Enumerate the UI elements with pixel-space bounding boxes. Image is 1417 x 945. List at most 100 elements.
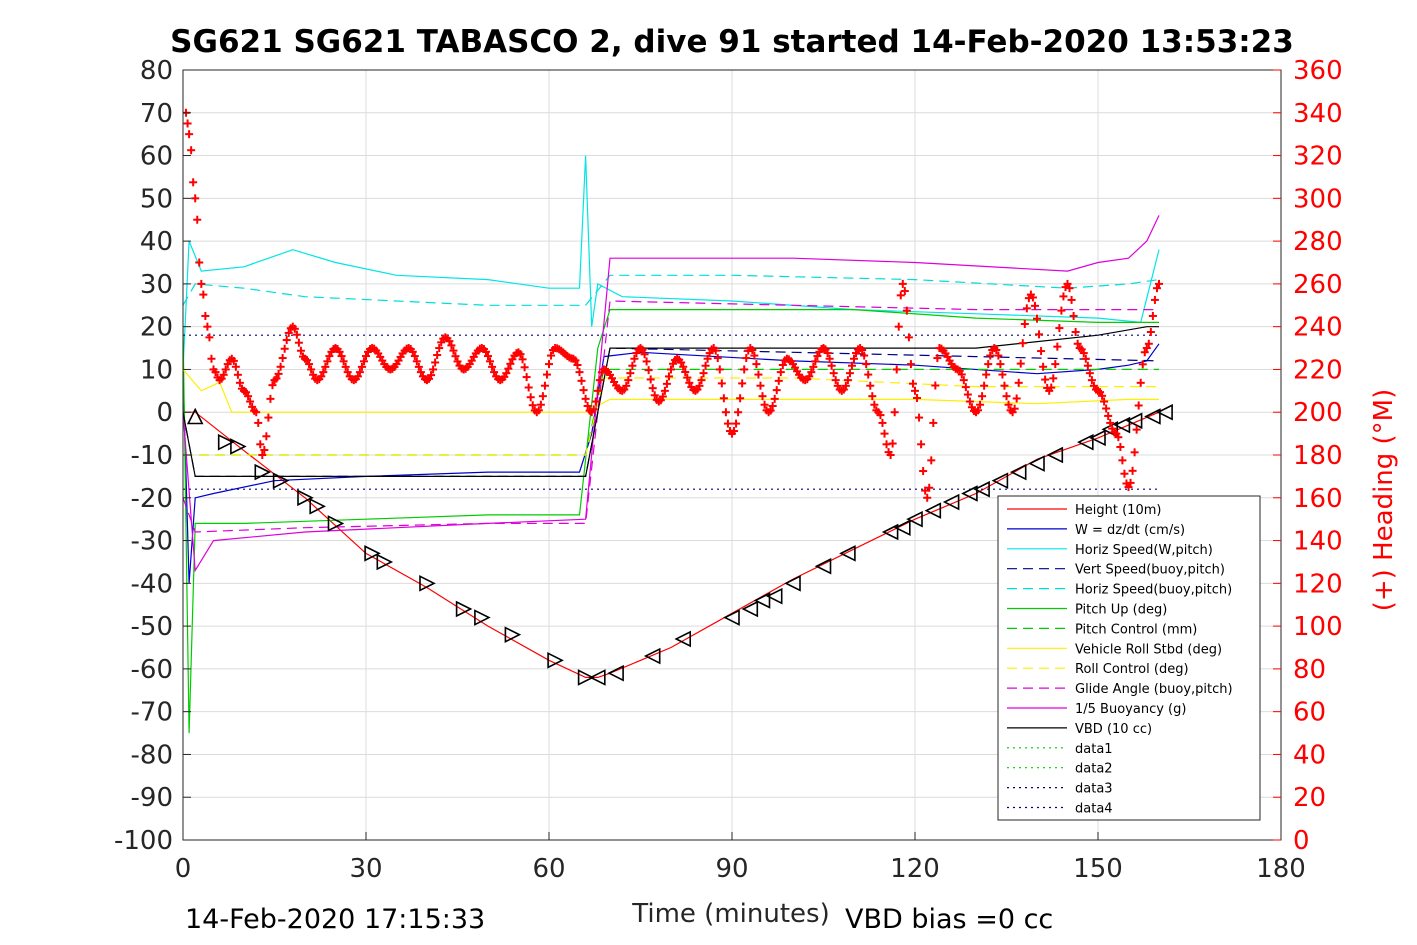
heading-marker <box>1079 349 1088 358</box>
y-tick-label: 0 <box>156 398 173 428</box>
heading-marker <box>717 379 726 388</box>
heading-marker <box>750 351 759 360</box>
heading-marker <box>980 381 989 390</box>
depth-marker <box>297 489 314 507</box>
heading-marker <box>1102 404 1111 413</box>
heading-marker <box>591 397 600 406</box>
heading-marker <box>486 357 495 366</box>
heading-marker <box>740 365 749 374</box>
heading-marker <box>481 347 490 356</box>
heading-marker <box>628 361 637 370</box>
heading-marker <box>343 368 352 377</box>
depth-marker <box>674 630 691 648</box>
heading-marker <box>713 354 722 363</box>
heading-marker <box>809 362 818 371</box>
legend-entry: W = dz/dt (cm/s) <box>1075 523 1185 538</box>
heading-marker <box>831 376 840 385</box>
heading-marker <box>305 360 314 369</box>
right-tick-label: 40 <box>1293 740 1326 770</box>
depth-marker <box>1028 455 1045 472</box>
heading-marker <box>876 411 885 420</box>
heading-marker <box>325 352 334 361</box>
depth-marker <box>643 647 661 665</box>
heading-marker <box>1140 348 1149 357</box>
heading-marker <box>896 291 905 300</box>
heading-marker <box>730 427 739 436</box>
heading-marker <box>429 365 438 374</box>
heading-marker <box>211 368 220 377</box>
right-tick-label: 260 <box>1293 270 1343 300</box>
series-line-7 <box>183 369 1159 413</box>
heading-marker <box>1100 397 1109 406</box>
right-tick-label: 340 <box>1293 99 1343 129</box>
heading-marker <box>957 370 966 379</box>
heading-marker <box>1116 442 1125 451</box>
heading-marker <box>847 361 856 370</box>
depth-marker <box>839 545 856 562</box>
legend-entry: data3 <box>1075 782 1113 797</box>
heading-marker <box>982 370 991 379</box>
depth-marker <box>991 472 1009 489</box>
right-tick-label: 320 <box>1293 142 1343 172</box>
heading-marker <box>915 413 924 422</box>
heading-marker <box>1142 344 1151 353</box>
heading-marker <box>825 354 834 363</box>
heading-marker <box>528 401 537 410</box>
heading-marker <box>274 369 283 378</box>
heading-marker <box>630 354 639 363</box>
legend-entry: Horiz Speed(W,pitch) <box>1075 543 1213 558</box>
legend-entry: Horiz Speed(buoy,pitch) <box>1075 583 1232 598</box>
y-tick-label: 40 <box>140 227 173 257</box>
depth-marker <box>1009 463 1027 481</box>
heading-marker <box>921 486 930 495</box>
heading-marker <box>701 361 710 370</box>
legend-entry: Vehicle Roll Stbd (deg) <box>1075 642 1222 657</box>
y-tick-label: -20 <box>131 484 173 514</box>
heading-marker <box>185 130 194 139</box>
heading-marker <box>843 376 852 385</box>
y-tick-label: -30 <box>131 527 173 557</box>
right-tick-label: 180 <box>1293 441 1343 471</box>
heading-marker <box>187 146 196 155</box>
heading-marker <box>199 290 208 299</box>
y-tick-label: 80 <box>140 56 173 86</box>
heading-marker <box>203 322 212 331</box>
heading-marker <box>571 356 580 365</box>
heading-marker <box>622 381 631 390</box>
depth-marker <box>1077 433 1094 451</box>
heading-marker <box>542 370 551 379</box>
y-tick-label: -70 <box>131 698 173 728</box>
heading-marker <box>197 279 206 288</box>
heading-marker <box>357 362 366 371</box>
heading-marker <box>260 445 269 454</box>
depth-marker <box>906 510 923 528</box>
heading-marker <box>451 352 460 361</box>
heading-marker <box>1150 295 1159 304</box>
heading-marker <box>321 362 330 371</box>
heading-marker <box>520 363 529 372</box>
heading-marker <box>892 365 901 374</box>
heading-marker <box>754 370 763 379</box>
y-tick-label: 20 <box>140 313 173 343</box>
heading-marker <box>898 279 907 288</box>
heading-marker <box>1037 347 1046 356</box>
y-tick-label: -60 <box>131 655 173 685</box>
heading-marker <box>868 392 877 401</box>
depth-marker <box>577 669 595 686</box>
heading-marker <box>540 381 549 390</box>
right-tick-label: 240 <box>1293 313 1343 343</box>
heading-marker <box>1071 328 1080 337</box>
heading-marker <box>774 376 783 385</box>
heading-marker <box>335 347 344 356</box>
heading-marker <box>880 429 889 438</box>
heading-marker <box>984 360 993 369</box>
right-tick-label: 280 <box>1293 227 1343 257</box>
heading-marker <box>516 350 525 359</box>
series-line-6 <box>183 368 1159 456</box>
depth-marker <box>924 502 942 519</box>
heading-marker <box>359 357 368 366</box>
heading-marker <box>646 375 655 384</box>
depth-marker <box>741 600 759 618</box>
heading-marker <box>766 406 775 415</box>
heading-marker <box>1118 456 1127 465</box>
